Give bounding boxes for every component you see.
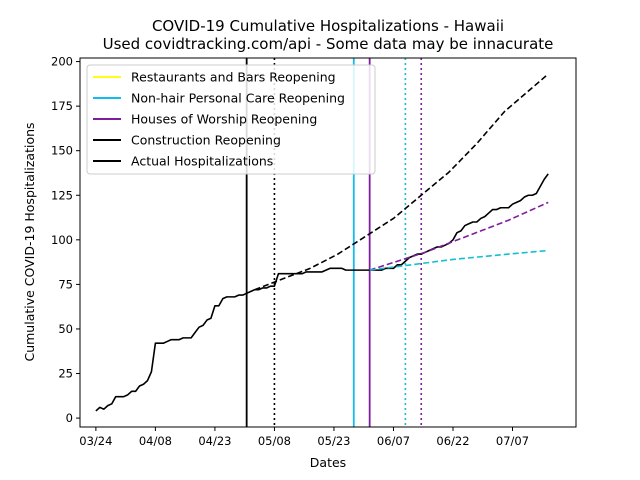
x-tick-label: 06/22 (436, 434, 469, 448)
y-tick-label: 25 (58, 367, 73, 381)
plot-frame (79, 57, 577, 428)
y-tick-label: 200 (51, 55, 73, 69)
legend-label: Construction Reopening (131, 133, 281, 148)
x-tick-label: 06/07 (377, 434, 410, 448)
y-tick-label: 100 (51, 233, 73, 247)
chart-subtitle: Used covidtracking.com/api - Some data m… (103, 35, 554, 53)
y-tick-label: 175 (51, 99, 73, 113)
legend: Restaurants and Bars Reopening Non-hair P… (86, 64, 376, 175)
y-tick-label: 150 (51, 144, 73, 158)
chart-title: COVID-19 Cumulative Hospitalizations - H… (152, 17, 504, 35)
y-tick-label: 75 (58, 277, 73, 291)
x-tick-label: 03/24 (79, 434, 112, 448)
series-actual-0 (95, 173, 549, 412)
series-projection-3 (369, 249, 549, 271)
x-axis-label: Dates (310, 455, 346, 470)
y-axis-label: Cumulative COVID-19 Hospitalizations (22, 122, 37, 361)
series-projection-1 (254, 73, 549, 291)
x-tick-label: 05/08 (258, 434, 291, 448)
legend-box (86, 64, 376, 175)
x-tick-label: 05/23 (317, 434, 350, 448)
y-tick-label: 125 (51, 188, 73, 202)
series-layer (95, 73, 549, 412)
y-tick-label: 50 (58, 322, 73, 336)
legend-label: Houses of Worship Reopening (131, 112, 317, 127)
legend-label: Actual Hospitalizations (131, 154, 273, 169)
y-tick-label: 0 (66, 411, 73, 425)
x-tick-label: 07/07 (496, 434, 529, 448)
y-axis: 0 25 50 75 100 125 150 175 200 (51, 55, 80, 425)
x-axis: 03/24 04/08 04/23 05/08 05/23 06/07 06/22 07/07 (79, 427, 529, 448)
series-projection-2 (369, 201, 549, 271)
x-tick-label: 04/23 (198, 434, 231, 448)
legend-label: Non-hair Personal Care Reopening (131, 91, 345, 106)
x-tick-label: 04/08 (139, 434, 172, 448)
legend-label: Restaurants and Bars Reopening (131, 70, 336, 85)
